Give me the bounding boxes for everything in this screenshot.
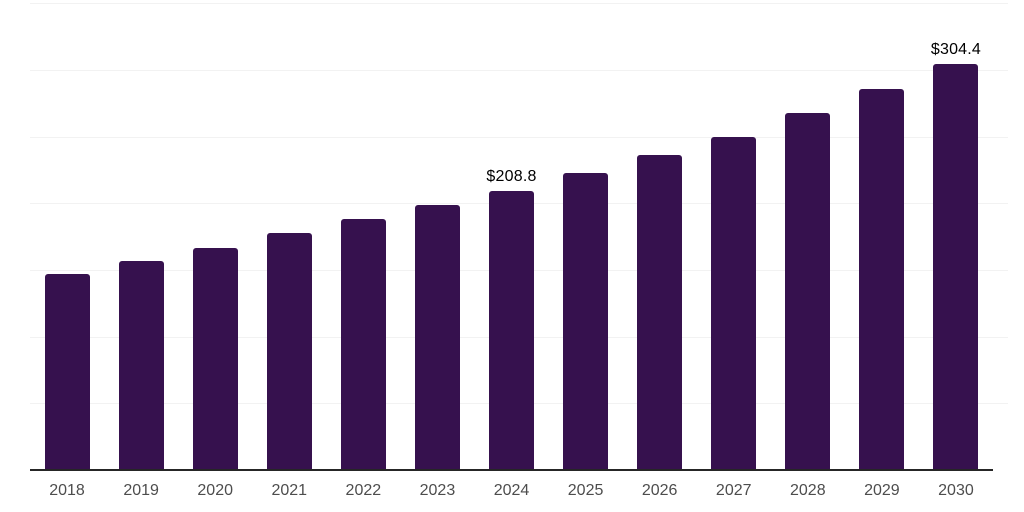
x-tick-label-2023: 2023	[419, 482, 456, 499]
gridline	[30, 136, 1008, 138]
bar-2018	[44, 274, 90, 469]
x-tick-label-2022: 2022	[345, 482, 382, 499]
x-tick-label-2020: 2020	[197, 482, 233, 499]
x-tick-label-2027: 2027	[715, 482, 752, 499]
bar-2020	[192, 247, 238, 469]
bar-2026	[637, 155, 683, 469]
bar-2029	[859, 89, 905, 469]
bar-2025	[563, 172, 609, 469]
bar-2027	[711, 136, 757, 469]
x-tick-label-2018: 2018	[49, 482, 85, 499]
x-tick-label-2028: 2028	[790, 482, 826, 499]
bar-2023	[414, 204, 460, 469]
x-tick-label-2026: 2026	[641, 482, 678, 499]
bar-2030	[933, 63, 979, 469]
x-tick-label-2019: 2019	[123, 482, 159, 499]
bar-2022	[340, 219, 386, 469]
bar-2019	[118, 261, 164, 469]
data-label-2030: $304.4	[930, 40, 982, 58]
gridline	[30, 3, 1008, 5]
bar-2021	[266, 233, 312, 469]
data-label-2024: $208.8	[486, 168, 537, 186]
x-tick-label-2029: 2029	[864, 482, 900, 499]
gridline	[30, 69, 1008, 71]
x-tick-label-2030: 2030	[938, 482, 974, 499]
x-tick-label-2025: 2025	[567, 482, 604, 499]
bar-2028	[785, 113, 831, 469]
x-axis-line	[30, 469, 993, 471]
x-tick-label-2021: 2021	[271, 482, 308, 499]
bar-2024	[489, 191, 534, 469]
x-tick-label-2024: 2024	[493, 482, 530, 499]
